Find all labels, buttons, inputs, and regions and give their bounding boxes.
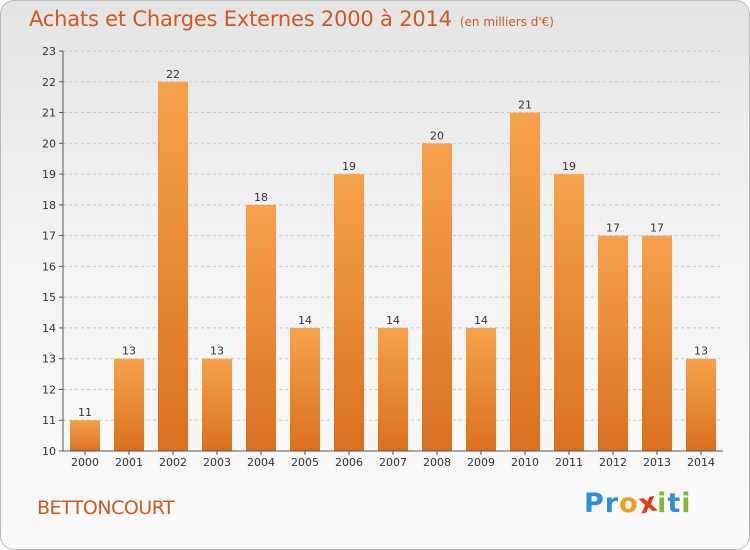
bar bbox=[686, 358, 716, 451]
y-tick-label: 22 bbox=[42, 76, 56, 89]
x-tick-label: 2000 bbox=[71, 456, 99, 469]
bar-value-label: 21 bbox=[518, 99, 532, 112]
bar-value-label: 22 bbox=[166, 68, 180, 81]
y-tick-label: 13 bbox=[42, 353, 56, 366]
y-tick-label: 19 bbox=[42, 168, 56, 181]
y-tick-label: 10 bbox=[42, 445, 56, 458]
y-tick-label: 11 bbox=[42, 414, 56, 427]
proxiti-logo[interactable]: Proxiti bbox=[584, 486, 692, 520]
logo-letter: t bbox=[667, 488, 682, 519]
bar bbox=[114, 358, 144, 451]
x-tick-label: 2001 bbox=[115, 456, 143, 469]
bar bbox=[642, 235, 672, 451]
bar bbox=[246, 204, 276, 451]
chart-title: Achats et Charges Externes 2000 à 2014 (e… bbox=[29, 7, 554, 31]
bar-value-label: 20 bbox=[430, 129, 444, 142]
x-tick-label: 2007 bbox=[379, 456, 407, 469]
bar bbox=[202, 358, 232, 451]
logo-letter: i bbox=[657, 488, 668, 519]
bar-value-label: 13 bbox=[694, 345, 708, 358]
y-tick-label: 23 bbox=[42, 45, 56, 58]
bar bbox=[510, 112, 540, 452]
chart-title-text: Achats et Charges Externes 2000 à 2014 bbox=[29, 7, 452, 31]
bar bbox=[378, 327, 408, 451]
bar-value-label: 14 bbox=[386, 314, 400, 327]
bar bbox=[290, 327, 320, 451]
x-tick-label: 2008 bbox=[423, 456, 451, 469]
axes: 10 11 12 13 14 15 16 17 18 19 20 21 22 23 2000 2001 2002… bbox=[42, 45, 723, 469]
bar-value-label: 13 bbox=[122, 345, 136, 358]
logo-letter: r bbox=[604, 488, 620, 519]
x-tick-label: 2013 bbox=[643, 456, 671, 469]
y-tick-label: 17 bbox=[42, 230, 56, 243]
y-tick-label: 18 bbox=[42, 199, 56, 212]
bar-value-label: 11 bbox=[78, 406, 92, 419]
x-tick-label: 2010 bbox=[511, 456, 539, 469]
y-tick-label: 20 bbox=[42, 137, 56, 150]
bar-value-label: 18 bbox=[254, 191, 268, 204]
bar bbox=[70, 420, 100, 451]
logo-letter: i bbox=[681, 488, 692, 519]
bar bbox=[554, 174, 584, 452]
y-tick-label: 15 bbox=[42, 291, 56, 304]
bar bbox=[598, 235, 628, 451]
bar-value-label: 19 bbox=[342, 160, 356, 173]
bar-value-label: 13 bbox=[210, 345, 224, 358]
y-tick-label: 16 bbox=[42, 260, 56, 273]
x-tick-label: 2014 bbox=[687, 456, 715, 469]
bar-value-label: 19 bbox=[562, 160, 576, 173]
x-tick-label: 2006 bbox=[335, 456, 363, 469]
bar bbox=[422, 143, 452, 452]
bars: 11 13 22 13 18 14 19 14 20 14 21 19 17 17 13 bbox=[70, 68, 716, 452]
y-tick-label: 12 bbox=[42, 383, 56, 396]
bar bbox=[334, 174, 364, 452]
x-tick-label: 2012 bbox=[599, 456, 627, 469]
x-tick-label: 2003 bbox=[203, 456, 231, 469]
y-tick-label: 14 bbox=[42, 322, 56, 335]
x-tick-label: 2011 bbox=[555, 456, 583, 469]
bar bbox=[158, 81, 188, 452]
bar-value-label: 14 bbox=[298, 314, 312, 327]
city-name: BETTONCOURT bbox=[37, 497, 175, 519]
x-tick-label: 2002 bbox=[159, 456, 187, 469]
bar-value-label: 17 bbox=[650, 222, 664, 235]
bar-value-label: 14 bbox=[474, 314, 488, 327]
x-tick-label: 2004 bbox=[247, 456, 275, 469]
y-tick-label: 21 bbox=[42, 107, 56, 120]
bar-value-label: 17 bbox=[606, 222, 620, 235]
bar bbox=[466, 327, 496, 451]
x-tick-label: 2009 bbox=[467, 456, 495, 469]
logo-letter: P bbox=[584, 488, 605, 519]
logo-letter: o bbox=[619, 488, 639, 519]
chart-subtitle: (en milliers d'€) bbox=[459, 15, 554, 29]
x-tick-label: 2005 bbox=[291, 456, 319, 469]
